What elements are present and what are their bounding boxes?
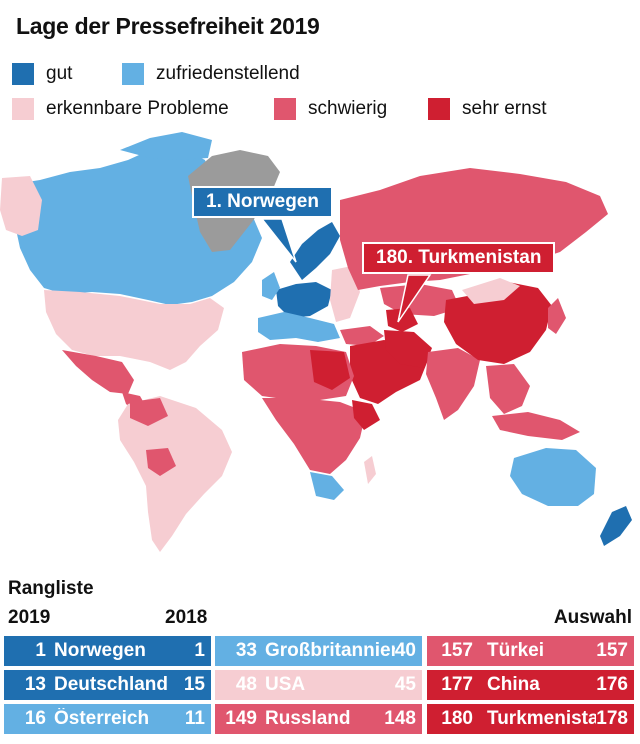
region-central-africa — [262, 398, 366, 474]
year-current-label: 2019 — [8, 607, 51, 628]
region-china — [444, 282, 552, 364]
legend-swatch-sehr-ernst — [428, 98, 450, 120]
rank-2019: 13 — [24, 674, 46, 695]
legend-item-sehr-ernst: sehr ernst — [428, 98, 546, 120]
legend-item-schwierig: schwierig — [274, 98, 387, 120]
rank-2019: 48 — [235, 674, 257, 695]
rank-2018: 1 — [194, 640, 205, 661]
ranking-row: 16 Österreich 11 — [4, 704, 211, 734]
region-southeast-asia — [486, 364, 530, 414]
legend-item-gut: gut — [12, 63, 72, 85]
rank-2018: 15 — [183, 674, 205, 695]
country-name: Turkmenistan — [487, 708, 597, 729]
region-venezuela — [130, 398, 168, 426]
ranking-row: 1 Norwegen 1 — [4, 636, 211, 666]
country-name: China — [487, 674, 540, 695]
legend-item-zufriedenstellend: zufriedenstellend — [122, 63, 300, 85]
region-canada-islands — [120, 132, 212, 160]
ranking-column-1: 1 Norwegen 1 13 Deutschland 15 16 Österr… — [4, 636, 211, 738]
rank-2018: 11 — [184, 708, 205, 729]
legend-label: erkennbare Probleme — [46, 98, 229, 119]
rank-2019: 33 — [235, 640, 257, 661]
region-new-zealand — [600, 506, 632, 546]
region-turkey — [340, 326, 384, 346]
selection-label: Auswahl — [553, 607, 632, 628]
country-name: Großbritannien — [265, 640, 395, 661]
ranking-heading: Rangliste — [8, 578, 94, 599]
region-norway — [290, 222, 340, 280]
ranking-row: 180 Turkmenistan 178 — [427, 704, 634, 734]
rank-2018: 148 — [384, 708, 416, 729]
region-south-america — [118, 396, 232, 552]
legend-swatch-schwierig — [274, 98, 296, 120]
rank-2019: 149 — [225, 708, 257, 729]
turkmenistan-callout-pointer — [397, 274, 432, 323]
region-southern-europe — [258, 312, 340, 342]
ranking-row: 48 USA 45 — [215, 670, 422, 700]
norway-callout: 1. Norwegen — [192, 186, 333, 218]
region-western-europe — [276, 282, 332, 318]
country-name: USA — [265, 674, 306, 695]
rank-2019: 177 — [441, 674, 473, 695]
country-name: Russland — [265, 708, 351, 729]
ranking-row: 177 China 176 — [427, 670, 634, 700]
legend-swatch-gut — [12, 63, 34, 85]
region-indonesia — [492, 412, 580, 440]
region-horn-of-africa — [352, 400, 380, 430]
region-mongolia — [462, 278, 520, 304]
map-title: Lage der Pressefreiheit 2019 — [6, 6, 330, 46]
ranking-row: 33 Großbritannien 40 — [215, 636, 422, 666]
legend-label: zufriedenstellend — [156, 63, 300, 84]
region-turkmenistan — [386, 308, 418, 332]
region-mexico — [62, 350, 134, 394]
country-name: Deutschland — [54, 674, 169, 695]
ranking-row: 13 Deutschland 15 — [4, 670, 211, 700]
region-uk — [262, 272, 280, 300]
legend-label: schwierig — [308, 98, 388, 119]
region-usa — [44, 290, 224, 370]
region-kazakhstan — [380, 284, 460, 316]
country-name: Türkei — [487, 640, 545, 661]
legend-item-erkennbare-probleme: erkennbare Probleme — [12, 98, 229, 120]
ranking-column-3: 157 Türkei 157 177 China 176 180 Turkmen… — [427, 636, 634, 738]
region-australia — [510, 448, 596, 506]
ranking-row: 149 Russland 148 — [215, 704, 422, 734]
rank-2019: 180 — [441, 708, 473, 729]
ranking-column-2: 33 Großbritannien 40 48 USA 45 149 Russl… — [215, 636, 422, 738]
legend-label: sehr ernst — [462, 98, 547, 119]
region-southern-africa — [310, 472, 344, 500]
region-bolivia — [146, 448, 176, 476]
region-eastern-europe — [330, 266, 360, 322]
rank-2019: 1 — [35, 640, 46, 661]
norway-callout-pointer — [260, 218, 297, 263]
region-alaska — [0, 176, 42, 236]
country-name: Österreich — [54, 708, 150, 729]
legend-label: gut — [46, 63, 73, 84]
rank-2018: 157 — [596, 640, 628, 661]
region-korea-japan — [548, 298, 566, 334]
rank-2018: 40 — [394, 640, 416, 661]
region-india — [426, 348, 480, 420]
rank-2018: 45 — [394, 674, 416, 695]
year-previous-label: 2018 — [165, 607, 208, 628]
region-iran — [384, 330, 432, 368]
rank-2018: 176 — [596, 674, 628, 695]
region-egypt-libya — [310, 350, 350, 390]
region-madagascar — [364, 456, 376, 484]
rank-2019: 157 — [441, 640, 473, 661]
rank-2018: 178 — [596, 708, 628, 729]
legend-swatch-erkennbare-probleme — [12, 98, 34, 120]
turkmenistan-callout: 180. Turkmenistan — [362, 242, 556, 274]
legend-swatch-zufriedenstellend — [122, 63, 144, 85]
country-name: Norwegen — [54, 640, 146, 661]
world-map — [0, 132, 632, 552]
ranking-row: 157 Türkei 157 — [427, 636, 634, 666]
rank-2019: 16 — [24, 708, 46, 729]
